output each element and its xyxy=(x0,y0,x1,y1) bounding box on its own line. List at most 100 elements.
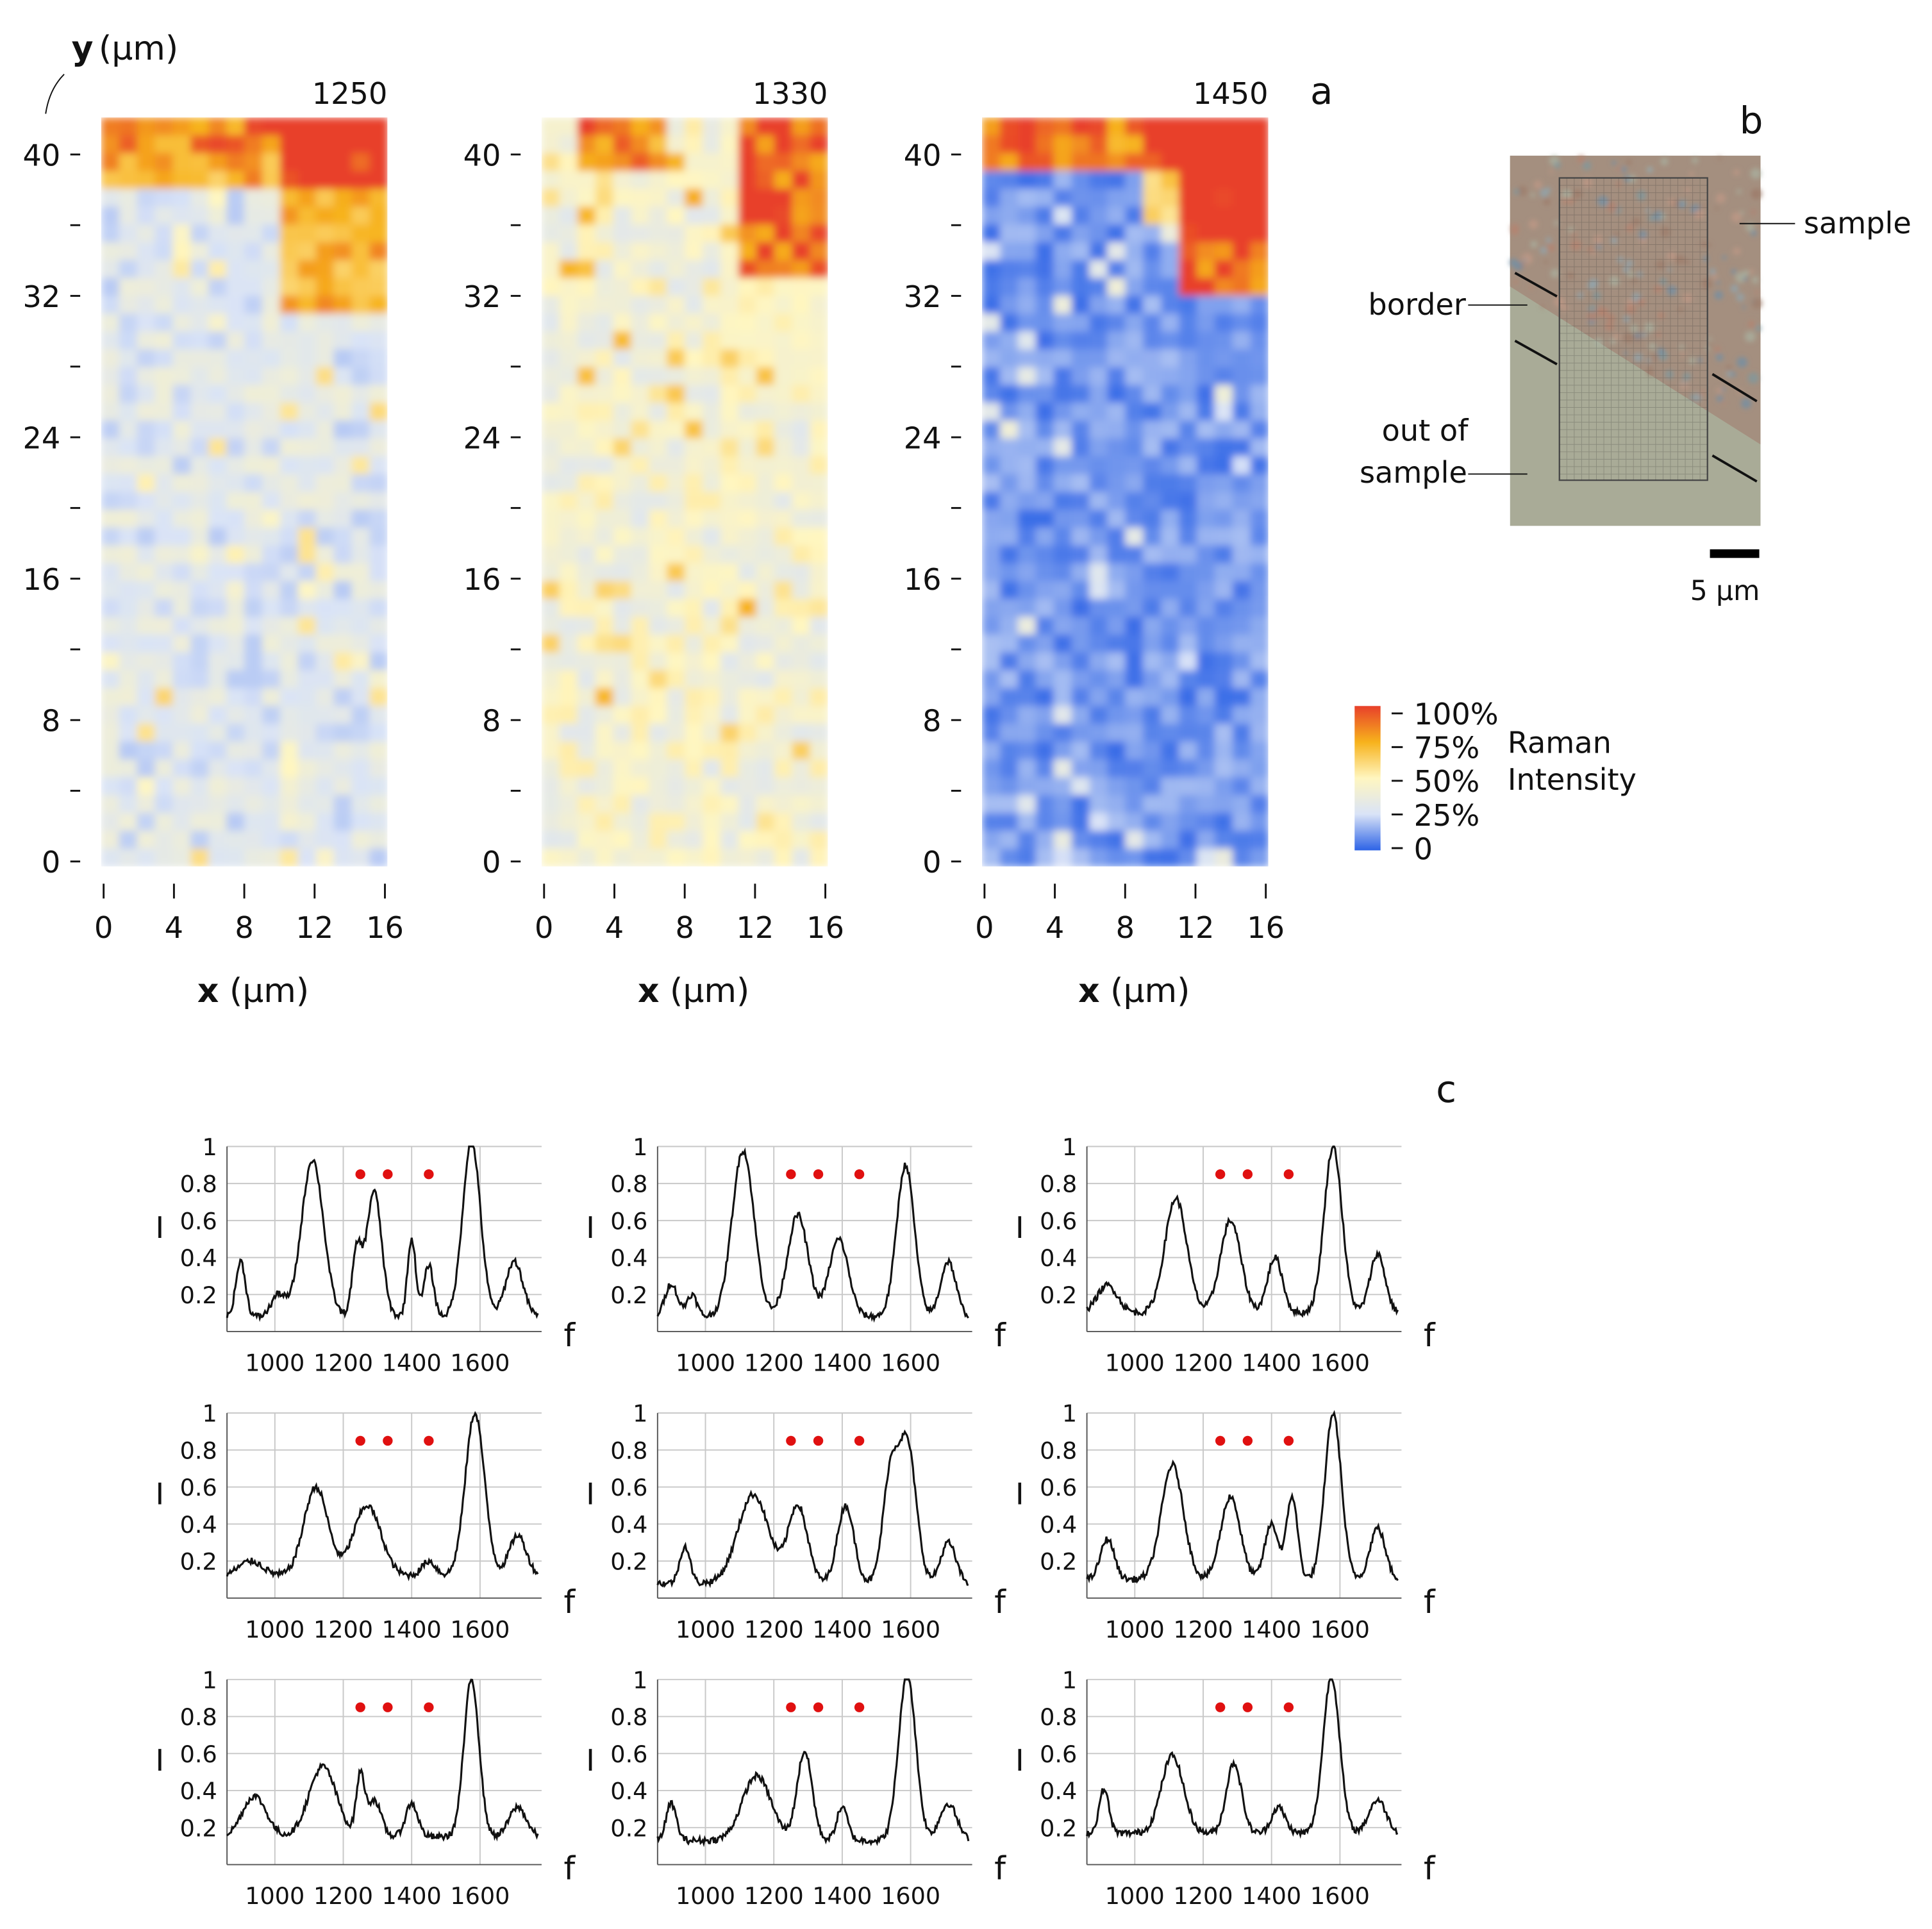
heatmap-cell xyxy=(703,153,722,172)
heatmap-cell xyxy=(541,403,560,422)
heatmap-cell xyxy=(1035,634,1054,653)
heatmap-cell xyxy=(792,331,811,350)
heatmap-cell xyxy=(262,296,281,315)
micrograph-speck xyxy=(1716,395,1724,403)
heatmap-cell xyxy=(667,171,686,190)
micrograph-speck xyxy=(1693,393,1701,402)
heatmap-cell xyxy=(1017,723,1037,742)
heatmap-cell xyxy=(369,438,388,457)
heatmap-cell xyxy=(244,171,263,190)
heatmap-cell xyxy=(1250,563,1269,582)
heatmap-cell xyxy=(1179,403,1198,422)
heatmap-cell xyxy=(1214,313,1233,333)
spectrum-line xyxy=(226,1678,539,1842)
heatmap-cell xyxy=(999,563,1019,582)
y-axis-label: I xyxy=(586,1477,595,1512)
heatmap-cell xyxy=(172,688,192,707)
heatmap-cell xyxy=(1089,313,1108,333)
heatmap-cell xyxy=(279,331,299,350)
heatmap-cell xyxy=(541,260,560,279)
heatmap-cell xyxy=(595,777,614,796)
y-tick-label: 0.8 xyxy=(1040,1437,1077,1464)
heatmap-cell xyxy=(1179,135,1198,154)
x-tick-label: 1200 xyxy=(744,1616,804,1643)
heatmap-cell xyxy=(774,171,793,190)
heatmap-cell xyxy=(577,581,596,600)
heatmap-cell xyxy=(369,474,388,493)
heatmap-cell xyxy=(667,563,686,582)
heatmap-cell xyxy=(703,670,722,689)
heatmap-cell xyxy=(262,527,281,546)
heatmap-cell xyxy=(1035,296,1054,315)
heatmap-cell xyxy=(667,706,686,725)
heatmap-cell xyxy=(369,795,388,814)
heatmap-cell xyxy=(137,634,156,653)
heatmap-cell xyxy=(774,706,793,725)
heatmap-cell xyxy=(1017,438,1037,457)
spectrum-line xyxy=(226,1145,539,1323)
heatmap-cell xyxy=(137,278,156,297)
heatmap-cell xyxy=(577,759,596,778)
heatmap-cell xyxy=(1214,634,1233,653)
heatmap-cell xyxy=(631,563,650,582)
heatmap-cell xyxy=(1232,670,1251,689)
heatmap-cell xyxy=(1053,117,1072,137)
heatmap-cell xyxy=(244,670,263,689)
y-tick-label: 0.2 xyxy=(610,1548,647,1576)
heatmap-cell xyxy=(982,527,1001,546)
heatmap-cell xyxy=(667,527,686,546)
heatmap-cell xyxy=(1161,224,1180,244)
heatmap-cell xyxy=(101,438,120,457)
heatmap-cell xyxy=(208,367,228,386)
heatmap-cell xyxy=(208,830,228,849)
heatmap-cell xyxy=(982,171,1001,190)
x-tick-label: 0 xyxy=(94,910,113,945)
heatmap-cell xyxy=(101,313,120,333)
micrograph-speck xyxy=(1554,162,1561,169)
y-tick-label: 0.2 xyxy=(180,1814,217,1842)
heatmap-cell xyxy=(315,670,335,689)
heatmap-cell xyxy=(1143,403,1162,422)
heatmap-cell xyxy=(720,421,740,440)
heatmap-cell xyxy=(154,563,174,582)
x-tick-label: 1000 xyxy=(245,1349,304,1377)
heatmap-cell xyxy=(1214,581,1233,600)
heatmap-cell xyxy=(208,117,228,137)
heatmap-cell xyxy=(1071,759,1090,778)
heatmap-cell xyxy=(685,117,704,137)
heatmap-cell xyxy=(1017,349,1037,368)
heatmap-cell xyxy=(1250,313,1269,333)
heatmap-cell xyxy=(208,848,228,867)
heatmap-cell xyxy=(982,153,1001,172)
heatmap-cell xyxy=(541,456,560,475)
heatmap-cell xyxy=(1250,830,1269,849)
micrograph-speck xyxy=(1604,201,1609,206)
heatmap-cell xyxy=(154,599,174,618)
heatmap-cell xyxy=(226,527,246,546)
heatmap-cell xyxy=(1089,688,1108,707)
heatmap-cell xyxy=(190,830,210,849)
heatmap-cell xyxy=(685,153,704,172)
heatmap-cells xyxy=(541,117,828,867)
heatmap-cell xyxy=(631,759,650,778)
heatmap-cell xyxy=(613,171,632,190)
heatmap-cell xyxy=(1089,563,1108,582)
heatmap-cell xyxy=(154,135,174,154)
heatmap-cell xyxy=(244,527,263,546)
heatmap-cell xyxy=(774,242,793,261)
heatmap-cell xyxy=(613,563,632,582)
heatmap-cell xyxy=(1179,634,1198,653)
heatmap-cell xyxy=(703,296,722,315)
heatmap-cell xyxy=(208,759,228,778)
y-tick-label: 0.8 xyxy=(610,1171,647,1198)
heatmap-cell xyxy=(226,813,246,832)
heatmap-cell xyxy=(1232,188,1251,208)
heatmap-cell xyxy=(1107,349,1126,368)
micrograph-speck xyxy=(1543,197,1551,206)
micrograph-speck xyxy=(1659,278,1667,286)
heatmap-cell xyxy=(1035,278,1054,297)
micrograph-speck xyxy=(1733,247,1741,255)
heatmap-cell xyxy=(101,492,120,511)
heatmap-cell xyxy=(1125,421,1144,440)
heatmap-cell xyxy=(738,117,757,137)
